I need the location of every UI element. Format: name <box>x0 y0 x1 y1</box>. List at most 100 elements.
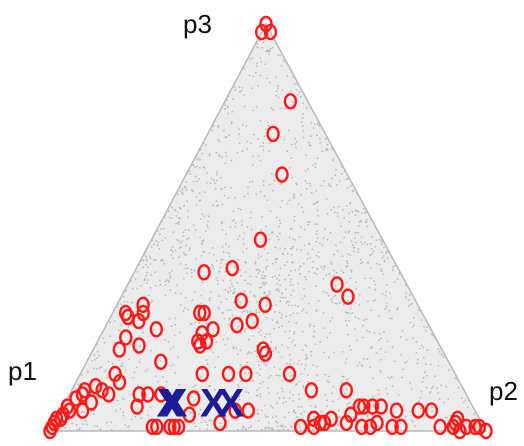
cloud-dot <box>413 324 415 326</box>
cloud-dot <box>292 76 294 78</box>
cloud-dot <box>420 319 423 321</box>
cloud-dot <box>313 330 316 333</box>
vertex-label-p3: p3 <box>183 9 212 39</box>
circle-point <box>258 345 273 362</box>
cloud-dot <box>313 416 316 418</box>
cloud-dot <box>291 304 293 307</box>
cloud-dot <box>215 260 218 262</box>
cloud-dot <box>315 273 318 275</box>
cloud-dot <box>187 228 190 231</box>
cloud-dot <box>328 381 331 383</box>
cloud-dot <box>246 352 249 355</box>
vertex-label-p2: p2 <box>489 376 518 406</box>
cloud-dot <box>295 322 298 325</box>
cloud-dot <box>367 430 370 432</box>
cloud-dot <box>385 387 388 390</box>
cloud-dot <box>345 311 348 314</box>
cloud-dot <box>93 424 96 427</box>
cloud-dot <box>284 278 286 281</box>
cross-point: X <box>161 382 188 426</box>
cloud-dot <box>209 348 212 351</box>
cloud-dot <box>221 221 223 223</box>
cloud-dot <box>190 275 193 278</box>
cloud-dot <box>277 238 280 241</box>
circle-point <box>363 418 378 436</box>
cloud-dot <box>221 245 224 248</box>
cloud-dot <box>298 426 301 429</box>
cloud-dot <box>260 255 262 258</box>
cloud-dot <box>343 392 346 395</box>
cloud-dot <box>395 265 398 267</box>
cloud-dot <box>330 185 332 188</box>
cloud-dot <box>320 265 323 268</box>
cloud-dot <box>296 312 299 315</box>
cloud-dot <box>218 295 220 297</box>
cloud-dot <box>184 296 187 299</box>
simplex-sample-cloud <box>49 26 486 432</box>
cloud-dot <box>378 332 381 335</box>
cloud-dot <box>186 267 189 270</box>
cloud-dot <box>184 186 187 189</box>
cloud-dot <box>276 425 279 427</box>
cloud-dot <box>298 393 300 396</box>
cloud-dot <box>139 285 142 287</box>
cloud-dot <box>184 229 187 231</box>
cloud-dot <box>168 281 170 283</box>
cloud-dot <box>179 304 182 306</box>
circle-point <box>186 390 201 407</box>
cloud-dot <box>390 375 393 378</box>
cloud-dot <box>228 245 230 248</box>
cloud-dot <box>401 376 403 379</box>
cloud-dot <box>277 87 279 90</box>
cloud-dot <box>154 271 157 273</box>
cloud-dot <box>279 424 282 427</box>
cloud-dot <box>199 218 202 221</box>
cloud-dot <box>245 247 248 250</box>
cloud-dot <box>301 298 304 300</box>
cloud-dot <box>237 428 239 431</box>
cloud-dot <box>224 162 227 165</box>
cloud-dot <box>254 350 256 353</box>
cloud-dot <box>234 288 236 290</box>
cloud-dot <box>224 108 226 110</box>
cloud-dot <box>347 178 349 181</box>
cloud-dot <box>302 211 305 214</box>
cloud-dot <box>302 262 305 265</box>
cloud-dot <box>305 345 308 347</box>
cloud-dot <box>259 395 262 398</box>
cloud-dot <box>302 422 305 425</box>
cloud-dot <box>278 290 281 293</box>
cloud-dot <box>309 182 311 185</box>
cloud-dot <box>222 279 225 282</box>
cloud-dot <box>320 184 323 187</box>
cloud-dot <box>102 337 105 340</box>
cloud-dot <box>432 334 434 337</box>
cloud-dot <box>396 307 399 309</box>
cloud-dot <box>397 394 400 396</box>
cloud-dot <box>214 366 217 369</box>
cloud-dot <box>284 330 287 333</box>
cloud-dot <box>304 180 307 182</box>
cloud-dot <box>438 350 441 353</box>
cloud-dot <box>134 415 137 418</box>
cloud-dot <box>208 252 211 255</box>
cloud-dot <box>96 368 98 370</box>
cloud-dot <box>276 392 279 395</box>
cloud-dot <box>249 413 252 416</box>
cloud-dot <box>244 279 246 282</box>
cloud-dot <box>296 82 298 85</box>
cloud-dot <box>259 393 262 396</box>
cloud-dot <box>230 159 233 162</box>
cloud-dot <box>414 425 417 427</box>
cloud-dot <box>231 220 234 223</box>
cloud-dot <box>430 333 433 336</box>
cloud-dot <box>173 334 176 336</box>
cloud-dot <box>170 248 173 251</box>
cloud-dot <box>226 290 229 293</box>
cloud-dot <box>324 138 327 140</box>
cloud-dot <box>200 421 203 424</box>
cloud-dot <box>215 200 218 203</box>
cloud-dot <box>347 232 350 234</box>
cloud-dot <box>256 355 259 358</box>
cloud-dot <box>347 319 350 322</box>
